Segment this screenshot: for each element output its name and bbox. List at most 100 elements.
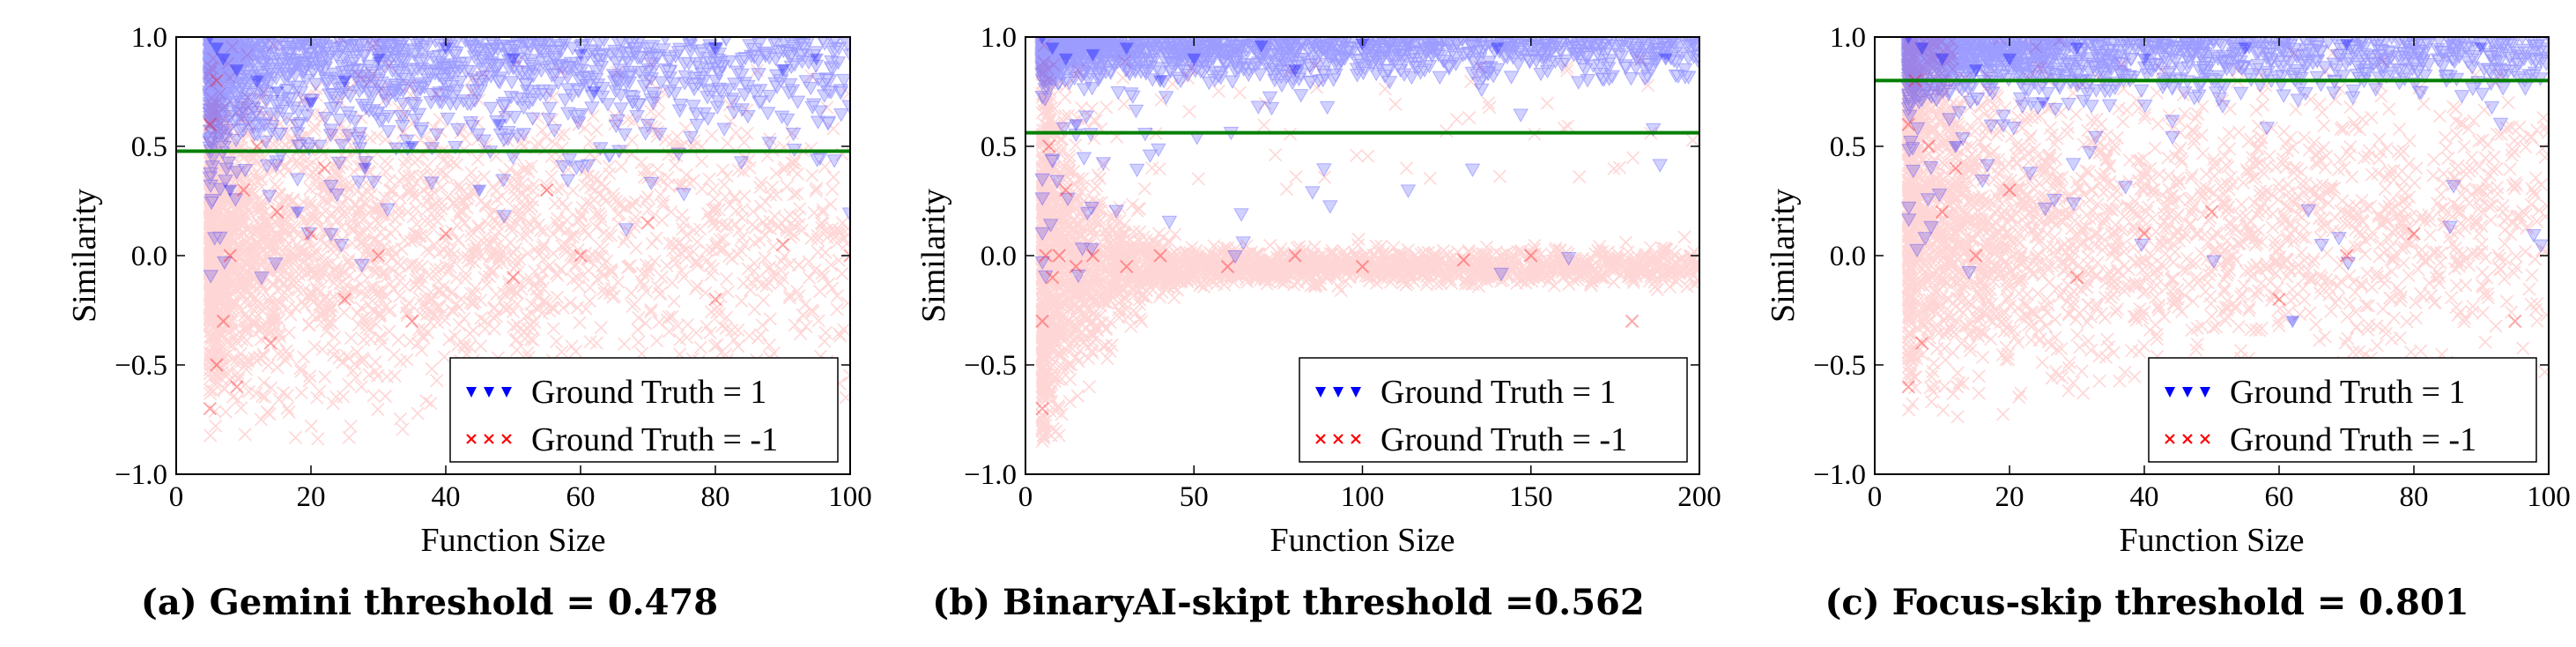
data-point-negative — [1935, 205, 1950, 219]
y-axis-label: Similarity — [66, 189, 103, 323]
x-tick-label: 100 — [2527, 481, 2571, 513]
y-tick-label: 0.0 — [981, 241, 1017, 272]
y-tick-label: −0.5 — [1813, 350, 1866, 382]
data-point-negative — [2272, 292, 2286, 307]
data-point-positive — [775, 64, 790, 78]
x-tick-label: 40 — [432, 481, 461, 513]
y-axis-label: Similarity — [915, 189, 952, 323]
y-axis-label: Similarity — [1765, 189, 1802, 323]
data-point-positive — [2238, 42, 2253, 56]
legend-item-negative: Ground Truth = -1 — [2165, 421, 2476, 458]
x-tick-label: 80 — [2400, 481, 2429, 513]
data-point-positive — [1069, 119, 1084, 132]
plot-area — [1034, 37, 1699, 449]
y-tick-label: 0.5 — [981, 131, 1017, 163]
legend-box — [2148, 357, 2537, 463]
series-negative — [1901, 73, 2522, 394]
data-point-negative — [223, 249, 237, 263]
data-point-negative — [236, 182, 251, 197]
data-point-negative — [210, 73, 224, 88]
series-positive — [1904, 37, 2549, 329]
plot-area — [1900, 37, 2549, 446]
panel-gemini: 0 20 40 60 80 100 −1.0 −0.5 0.0 0.5 1.0 Function Si… — [0, 0, 872, 647]
plot-area — [202, 37, 850, 446]
caption-gemini: (a) Gemini threshold = 0.478 — [140, 582, 719, 623]
data-point-negative — [843, 249, 850, 263]
data-point-positive — [2339, 38, 2354, 51]
legend-marker-triangle — [1315, 387, 1326, 398]
data-point-negative — [1969, 249, 1983, 263]
x-axis-label: Function Size — [1269, 522, 1455, 559]
data-point-positive — [1153, 75, 1167, 88]
x-tick-label: 0 — [1868, 481, 1883, 513]
legend: Ground Truth = 1 Ground Truth = -1 — [2148, 357, 2537, 463]
data-point-negative — [230, 380, 244, 394]
data-point-negative — [1625, 314, 1640, 329]
legend-label: Ground Truth = -1 — [531, 421, 778, 458]
data-point-negative — [1949, 161, 1963, 175]
panel-binaryai: 0 50 100 150 200 −1.0 −0.5 0.0 0.5 1.0 Function Si… — [859, 0, 1721, 647]
data-point-positive — [2474, 42, 2489, 56]
y-tick-label: −0.5 — [964, 350, 1017, 382]
caption-focus: (c) Focus-skip threshold = 0.801 — [1825, 582, 2469, 623]
data-point-negative — [439, 227, 453, 241]
y-tick-label: 0.0 — [131, 241, 167, 272]
legend-item-positive: Ground Truth = 1 — [2165, 374, 2465, 411]
y-tick-label: −1.0 — [964, 459, 1017, 491]
data-point-positive — [1038, 37, 1047, 44]
data-point-negative — [1901, 380, 1915, 394]
y-tick-label: 0.5 — [1830, 131, 1866, 163]
legend-marker-x — [2200, 434, 2210, 444]
data-point-negative — [2137, 227, 2151, 241]
data-point-positive — [337, 75, 352, 88]
legend-marker-x — [1351, 434, 1361, 444]
legend-marker-triangle — [1351, 387, 1361, 398]
data-point-positive — [1085, 48, 1100, 62]
data-point-positive — [492, 119, 507, 132]
data-point-negative — [1035, 401, 1049, 416]
data-point-negative — [640, 216, 655, 230]
cloud-positive — [202, 37, 850, 286]
y-tick-label: 1.0 — [1830, 22, 1866, 54]
data-point-positive — [216, 53, 231, 66]
data-point-negative — [2002, 182, 2017, 197]
data-point-negative — [708, 292, 722, 307]
legend-item-negative: Ground Truth = -1 — [1315, 421, 1627, 458]
data-point-negative — [1085, 249, 1100, 263]
data-point-negative — [1059, 182, 1073, 197]
data-point-negative — [2339, 249, 2354, 263]
data-point-negative — [1039, 249, 1053, 263]
data-point-positive — [1490, 42, 1505, 56]
legend-marker-triangle — [2165, 387, 2175, 398]
data-point-negative — [317, 161, 332, 175]
x-tick-label: 60 — [566, 481, 596, 513]
data-point-positive — [809, 53, 824, 66]
data-point-positive — [439, 42, 453, 56]
data-point-positive — [1187, 53, 1202, 66]
x-tick-label: 80 — [701, 481, 730, 513]
legend-marker-triangle — [484, 387, 494, 398]
data-point-positive — [1914, 42, 1929, 56]
cloud-negative — [203, 37, 850, 446]
data-point-positive — [223, 184, 238, 197]
data-point-negative — [2069, 271, 2084, 285]
data-point-positive — [2036, 97, 2051, 110]
data-point-positive — [1254, 40, 1269, 53]
data-point-negative — [1052, 249, 1066, 263]
data-point-negative — [203, 401, 217, 416]
data-point-negative — [1914, 336, 1929, 350]
legend: Ground Truth = 1 Ground Truth = -1 — [1299, 357, 1688, 463]
data-point-positive — [1948, 141, 1963, 153]
data-point-negative — [304, 227, 318, 241]
y-tick-label: 1.0 — [981, 22, 1017, 54]
data-point-negative — [506, 271, 521, 285]
data-point-negative — [216, 314, 231, 329]
cloud-negative — [1035, 38, 1699, 449]
x-tick-label: 20 — [1995, 481, 2025, 513]
series-positive — [205, 37, 824, 219]
x-tick-label: 100 — [828, 481, 872, 513]
y-tick-label: −1.0 — [1813, 459, 1866, 491]
data-point-negative — [2204, 205, 2219, 219]
cloud-positive — [1034, 37, 1699, 285]
x-tick-label: 60 — [2265, 481, 2294, 513]
